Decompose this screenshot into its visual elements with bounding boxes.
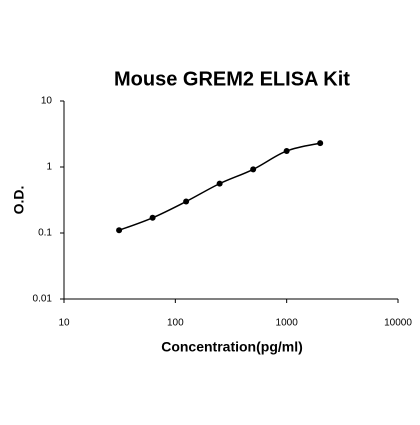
fit-curve bbox=[118, 142, 321, 231]
y-tick-label: 1 bbox=[46, 162, 52, 173]
x-axis-label: Concentration(pg/ml) bbox=[161, 339, 303, 355]
x-tick-label: 1000 bbox=[276, 318, 299, 329]
x-tick-label: 100 bbox=[167, 318, 184, 329]
data-point bbox=[149, 214, 156, 221]
data-point bbox=[250, 166, 257, 173]
x-tick-label: 10000 bbox=[384, 318, 412, 329]
y-tick-label: 10 bbox=[41, 96, 53, 107]
data-point bbox=[116, 227, 123, 234]
data-point bbox=[216, 180, 223, 187]
data-point bbox=[283, 147, 290, 154]
y-tick-label: 0.01 bbox=[33, 294, 53, 305]
x-tick-label: 10 bbox=[58, 318, 70, 329]
data-point bbox=[317, 140, 324, 147]
y-tick-label: 0.1 bbox=[38, 228, 52, 239]
data-point bbox=[183, 198, 190, 205]
chart-title: Mouse GREM2 ELISA Kit bbox=[114, 68, 350, 90]
y-axis-label: O.D. bbox=[11, 186, 27, 215]
